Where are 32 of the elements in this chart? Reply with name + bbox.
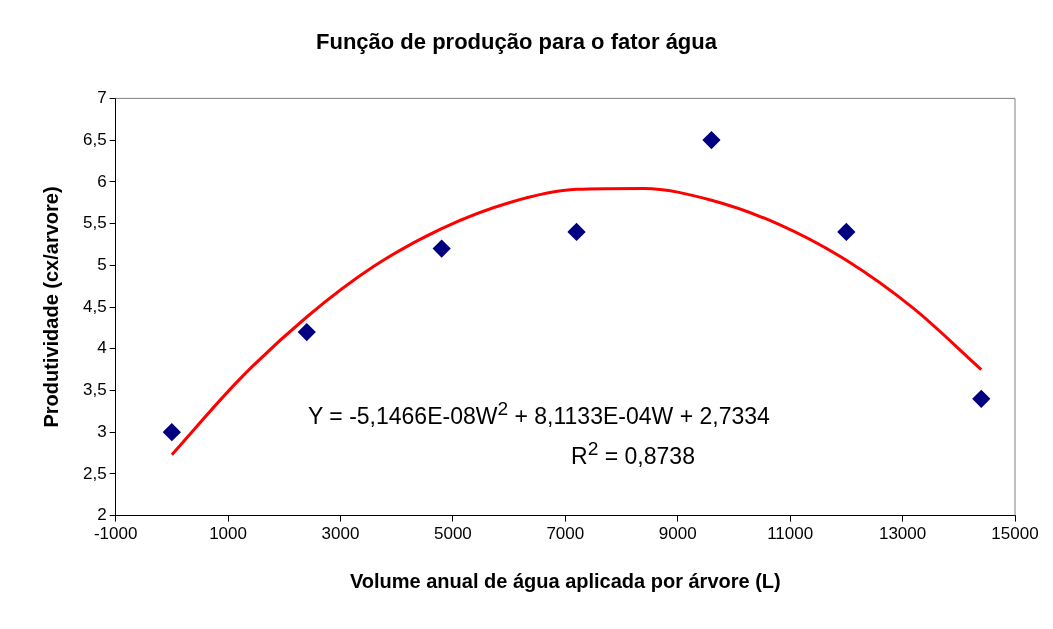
y-tick-label: 4	[97, 338, 107, 358]
point	[972, 390, 990, 408]
y-tick-label: 4,5	[82, 296, 107, 316]
y-tick-label: 6	[97, 171, 107, 191]
point	[163, 423, 181, 441]
annotation: Y = -5,1466E-08W$^{2}$ + 8,1133E-04W + 2,7334	[308, 398, 771, 430]
x-tick-label: 5000	[433, 524, 472, 544]
annotation: R$^{2}$ = 0,8738	[570, 438, 696, 470]
chart-title: Função de produção para o fator água	[316, 29, 718, 55]
y-tick-label: 5,5	[82, 213, 107, 233]
point	[298, 323, 316, 341]
y-tick-label: 5	[97, 254, 107, 274]
point	[568, 223, 586, 241]
point	[837, 223, 855, 241]
y-axis-title: Produtividade (cx/arvore)	[39, 186, 62, 428]
point	[702, 131, 720, 149]
x-tick-label: 15000	[991, 524, 1039, 544]
point	[433, 240, 451, 258]
y-tick-label: 3	[97, 421, 107, 441]
x-axis-title: Volume anual de água aplicada por árvore (L)	[349, 569, 781, 592]
y-tick-label: 3,5	[82, 380, 107, 400]
x-tick-label: 3000	[321, 524, 360, 544]
y-tick-label: 7	[97, 88, 107, 108]
y-tick-label: 2,5	[82, 463, 107, 483]
x-tick-label: 9000	[658, 524, 697, 544]
x-tick-label: 1000	[209, 524, 247, 544]
x-tick-label: 7000	[546, 524, 585, 544]
x-tick-label: 13000	[878, 524, 927, 544]
y-tick-label: 6,5	[82, 129, 107, 149]
x-tick-label: 11000	[767, 524, 814, 544]
y-tick-label: 2	[97, 505, 107, 525]
x-tick-label: -1000	[93, 524, 138, 544]
